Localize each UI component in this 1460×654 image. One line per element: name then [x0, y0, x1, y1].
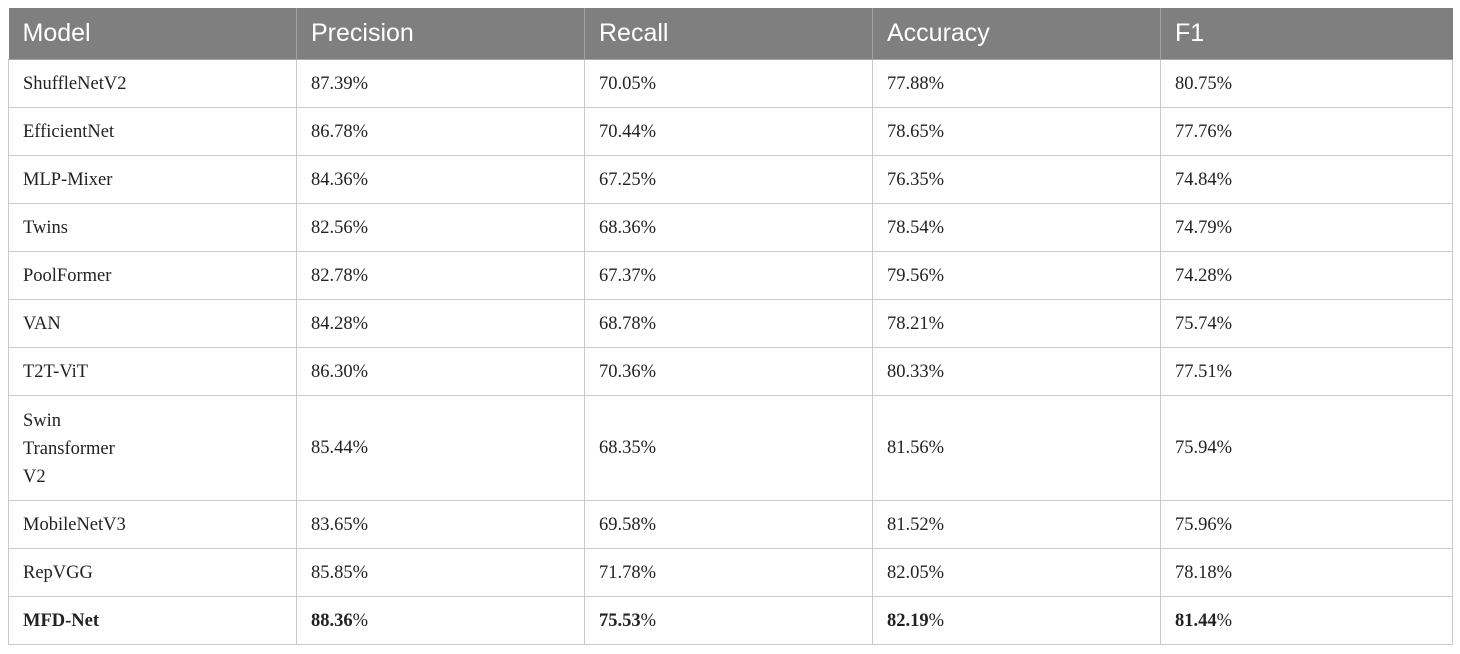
model-cell: T2T-ViT: [8, 347, 297, 396]
percent-sign: %: [928, 610, 945, 631]
precision-cell: 86.30%: [296, 347, 585, 396]
precision-cell: 88.36%: [296, 596, 585, 645]
accuracy-value: 82.19: [887, 610, 929, 631]
percent-sign: %: [352, 610, 369, 631]
precision-cell: 83.65%: [296, 500, 585, 549]
f1-cell: 75.94%: [1160, 395, 1453, 501]
precision-cell: 84.28%: [296, 299, 585, 348]
precision-value: 88.36: [311, 610, 353, 631]
f1-cell: 74.79%: [1160, 203, 1453, 252]
model-cell: Swin Transformer V2: [8, 395, 297, 501]
recall-cell: 67.37%: [584, 251, 873, 300]
f1-cell: 77.51%: [1160, 347, 1453, 396]
precision-cell: 82.78%: [296, 251, 585, 300]
precision-cell: 84.36%: [296, 155, 585, 204]
accuracy-cell: 82.05%: [872, 548, 1161, 597]
model-cell: MFD-Net: [8, 596, 297, 645]
f1-cell: 80.75%: [1160, 59, 1453, 108]
table-row: RepVGG 85.85% 71.78% 82.05% 78.18%: [8, 548, 1453, 597]
accuracy-cell: 79.56%: [872, 251, 1161, 300]
header-f1: F1: [1160, 8, 1453, 60]
table-row: Twins 82.56% 68.36% 78.54% 74.79%: [8, 203, 1453, 252]
f1-cell: 75.96%: [1160, 500, 1453, 549]
header-accuracy: Accuracy: [872, 8, 1161, 60]
table-row: PoolFormer 82.78% 67.37% 79.56% 74.28%: [8, 251, 1453, 300]
table-body: ShuffleNetV2 87.39% 70.05% 77.88% 80.75%…: [8, 59, 1453, 645]
table-row: Swin Transformer V2 85.44% 68.35% 81.56%…: [8, 395, 1453, 501]
recall-cell: 70.05%: [584, 59, 873, 108]
precision-cell: 85.44%: [296, 395, 585, 501]
table-row: MobileNetV3 83.65% 69.58% 81.52% 75.96%: [8, 500, 1453, 549]
recall-cell: 75.53%: [584, 596, 873, 645]
header-model: Model: [8, 8, 297, 60]
header-precision: Precision: [296, 8, 585, 60]
recall-value: 75.53: [599, 610, 641, 631]
table-row: VAN 84.28% 68.78% 78.21% 75.74%: [8, 299, 1453, 348]
accuracy-cell: 78.65%: [872, 107, 1161, 156]
model-cell: VAN: [8, 299, 297, 348]
accuracy-cell: 82.19%: [872, 596, 1161, 645]
f1-cell: 78.18%: [1160, 548, 1453, 597]
model-cell: Twins: [8, 203, 297, 252]
model-cell: EfficientNet: [8, 107, 297, 156]
precision-cell: 85.85%: [296, 548, 585, 597]
recall-cell: 68.36%: [584, 203, 873, 252]
header-row: Model Precision Recall Accuracy F1: [8, 8, 1453, 60]
accuracy-cell: 78.21%: [872, 299, 1161, 348]
f1-cell: 74.28%: [1160, 251, 1453, 300]
accuracy-cell: 80.33%: [872, 347, 1161, 396]
precision-cell: 82.56%: [296, 203, 585, 252]
f1-cell: 77.76%: [1160, 107, 1453, 156]
recall-cell: 68.35%: [584, 395, 873, 501]
model-cell: ShuffleNetV2: [8, 59, 297, 108]
model-cell: PoolFormer: [8, 251, 297, 300]
accuracy-cell: 78.54%: [872, 203, 1161, 252]
table-header: Model Precision Recall Accuracy F1: [8, 8, 1453, 60]
table-row: T2T-ViT 86.30% 70.36% 80.33% 77.51%: [8, 347, 1453, 396]
f1-cell: 74.84%: [1160, 155, 1453, 204]
accuracy-cell: 76.35%: [872, 155, 1161, 204]
table-row: EfficientNet 86.78% 70.44% 78.65% 77.76%: [8, 107, 1453, 156]
f1-cell: 81.44%: [1160, 596, 1453, 645]
model-cell: RepVGG: [8, 548, 297, 597]
f1-cell: 75.74%: [1160, 299, 1453, 348]
model-cell: MobileNetV3: [8, 500, 297, 549]
precision-cell: 86.78%: [296, 107, 585, 156]
highlight-row: MFD-Net 88.36% 75.53% 82.19% 81.44%: [8, 596, 1453, 645]
accuracy-cell: 77.88%: [872, 59, 1161, 108]
recall-cell: 70.36%: [584, 347, 873, 396]
recall-cell: 68.78%: [584, 299, 873, 348]
model-comparison-table: Model Precision Recall Accuracy F1 Shuff…: [8, 8, 1453, 645]
accuracy-cell: 81.56%: [872, 395, 1161, 501]
precision-cell: 87.39%: [296, 59, 585, 108]
header-recall: Recall: [584, 8, 873, 60]
model-cell: MLP-Mixer: [8, 155, 297, 204]
percent-sign: %: [640, 610, 657, 631]
recall-cell: 70.44%: [584, 107, 873, 156]
table-row: MLP-Mixer 84.36% 67.25% 76.35% 74.84%: [8, 155, 1453, 204]
f1-value: 81.44: [1175, 610, 1217, 631]
recall-cell: 69.58%: [584, 500, 873, 549]
recall-cell: 71.78%: [584, 548, 873, 597]
recall-cell: 67.25%: [584, 155, 873, 204]
accuracy-cell: 81.52%: [872, 500, 1161, 549]
table-row: ShuffleNetV2 87.39% 70.05% 77.88% 80.75%: [8, 59, 1453, 108]
percent-sign: %: [1216, 610, 1233, 631]
